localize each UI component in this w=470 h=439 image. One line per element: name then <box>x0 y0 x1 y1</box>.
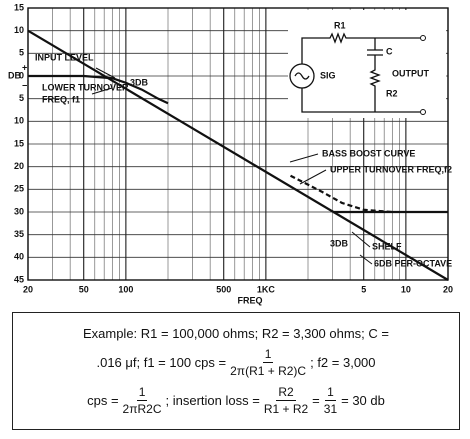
plot-frame <box>27 7 449 281</box>
y-axis-label: DB <box>8 70 21 80</box>
series-label: SHELF <box>372 241 402 251</box>
annotation: LOWER TURNOVER <box>42 82 129 92</box>
circuit-part <box>294 72 310 80</box>
x-axis-label: FREQ <box>237 295 262 305</box>
y-tick-label: 30 <box>14 206 24 216</box>
circuit-part <box>420 35 426 41</box>
text: Example: R1 = 100,000 ohms; R2 = 3,300 o… <box>82 325 390 341</box>
annotation-arrow <box>91 87 113 95</box>
text: cps = <box>87 392 119 408</box>
x-tick-label: 10 <box>401 284 411 294</box>
annotation-arrow <box>351 231 371 248</box>
circuit-label: R1 <box>334 20 346 30</box>
circuit-part <box>288 10 446 118</box>
y-tick-label: 15 <box>14 2 24 12</box>
denominator: R1 + R2 <box>263 401 309 416</box>
x-tick-label: 50 <box>79 284 89 294</box>
y-tick-label: 5 <box>19 93 24 103</box>
numerator: 1 <box>136 384 148 401</box>
y-tick-label: 10 <box>14 25 24 35</box>
series-line <box>27 29 449 281</box>
y-tick-label: 10 <box>14 116 24 126</box>
y-tick-label: 40 <box>14 252 24 262</box>
series-label: BASS BOOST CURVE <box>322 148 415 158</box>
annotation: UPPER TURNOVER FREQ,f2 <box>330 164 452 174</box>
fraction: 1 2πR2C <box>123 386 162 415</box>
numerator: 1 <box>325 384 336 401</box>
y-tick-label: 25 <box>14 184 24 194</box>
x-tick-label: 5 <box>361 284 366 294</box>
annotation-arrow <box>299 169 327 185</box>
fraction: R2 R1 + R2 <box>264 386 308 415</box>
annotation-arrow <box>95 67 116 79</box>
numerator: 1 <box>262 346 274 363</box>
series-label: 6DB PER-OCTAVE <box>374 258 452 268</box>
series-line <box>290 174 393 214</box>
circuit-part <box>420 109 426 115</box>
y-tick-label: 5 <box>19 48 24 58</box>
y-tick-label: 45 <box>14 274 24 284</box>
series-line <box>28 74 169 105</box>
x-tick-label: 100 <box>118 284 133 294</box>
annotation-arrow <box>289 153 319 163</box>
y-sign-plus: + <box>22 62 27 72</box>
fraction: 1 31 <box>324 386 337 415</box>
fraction: 1 2π(R1 + R2)C <box>230 348 306 377</box>
y-tick-label: 15 <box>14 138 24 148</box>
y-tick-label: 35 <box>14 229 24 239</box>
x-tick-label: 20 <box>443 284 453 294</box>
annotation: 3DB <box>130 77 149 87</box>
annotation: FREQ, f1 <box>42 94 80 104</box>
text: = <box>312 392 320 408</box>
series-label: INPUT LEVEL <box>35 52 94 62</box>
circuit-label: C <box>386 46 393 56</box>
text: .016 μf; f1 = 100 cps = <box>96 354 227 370</box>
y-tick-label: 0 <box>19 70 24 80</box>
x-tick-label: 500 <box>216 284 231 294</box>
circuit-label: OUTPUT <box>392 68 430 78</box>
numerator: R2 <box>276 384 296 401</box>
text: ; insertion loss = <box>165 392 260 408</box>
denominator: 2π(R1 + R2)C <box>230 363 307 378</box>
x-tick-label: 1KC <box>257 284 276 294</box>
example-box: Example: R1 = 100,000 ohms; R2 = 3,300 o… <box>12 312 460 430</box>
text: = 30 db <box>341 392 385 408</box>
annotation: 3DB <box>330 238 349 248</box>
circuit-label: R2 <box>386 88 398 98</box>
annotation-arrow <box>359 254 373 265</box>
y-sign-minus: − <box>22 80 27 90</box>
y-tick-label: 20 <box>14 161 24 171</box>
circuit-label: SIG <box>320 70 336 80</box>
circuit-part <box>301 32 420 113</box>
denominator: 31 <box>323 401 338 416</box>
denominator: 2πR2C <box>122 401 162 416</box>
x-tick-label: 20 <box>23 284 33 294</box>
text: ; f2 = 3,000 <box>310 354 376 370</box>
